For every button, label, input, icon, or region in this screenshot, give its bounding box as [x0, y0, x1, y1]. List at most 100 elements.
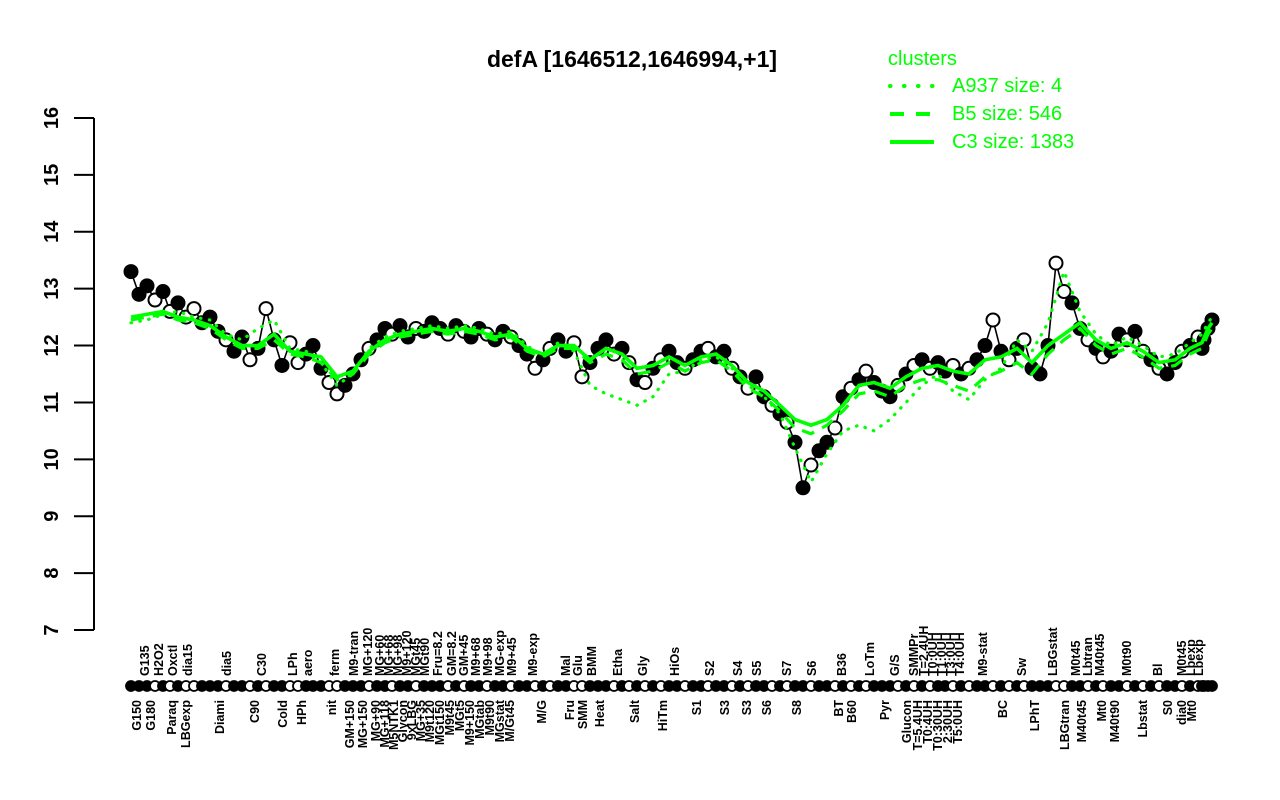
x-label: M/G — [535, 700, 549, 724]
svg-text:7: 7 — [41, 624, 63, 635]
data-point — [985, 312, 1001, 328]
x-label: B60 — [845, 700, 859, 723]
cluster-curve-c3 — [130, 309, 1214, 428]
x-label: LBGstat — [1046, 627, 1060, 676]
x-label: dia5 — [220, 651, 234, 676]
x-label: MG+90 — [369, 700, 383, 741]
data-point — [1159, 366, 1175, 382]
x-label: M9+45 — [505, 637, 519, 676]
legend-label-a937: A937 size: 4 — [952, 74, 1063, 97]
cluster-curve-a937 — [129, 266, 1214, 486]
x-label: MGt45 — [409, 638, 423, 676]
x-label: 2:30UH — [941, 700, 955, 743]
x-label: Mal — [559, 655, 573, 676]
solid-line-icon — [890, 140, 934, 144]
x-label: dia0 — [1175, 700, 1189, 725]
data-point — [258, 301, 274, 317]
x-label: Lbstat — [1136, 699, 1150, 737]
data-point — [202, 309, 218, 325]
x-label: S4 — [731, 661, 745, 676]
legend-item-c3: C3 size: 1383 — [888, 128, 1074, 156]
x-label: HiTm — [656, 700, 670, 731]
data-point — [123, 264, 139, 280]
x-label: S3 — [718, 700, 732, 715]
data-point — [186, 301, 202, 317]
x-label: GM+45 — [457, 635, 471, 676]
x-label: HiOs — [668, 647, 682, 676]
data-point — [321, 375, 337, 391]
x-label: Pyr — [878, 700, 892, 720]
x-label: M40t45 — [1075, 700, 1089, 742]
x-label: M9-exp — [526, 633, 540, 676]
x-label: S6 — [760, 700, 774, 715]
strip-point — [1206, 680, 1218, 692]
x-label: Cold — [276, 700, 290, 728]
x-label: MG-exp — [493, 630, 507, 676]
svg-text:11: 11 — [41, 392, 63, 413]
data-point — [1056, 284, 1072, 300]
x-label: GM+150 — [343, 700, 357, 748]
svg-text:10: 10 — [41, 448, 63, 470]
x-label: T1:0UH — [935, 632, 949, 676]
cluster-curves — [129, 266, 1214, 486]
x-label: BT — [832, 700, 846, 717]
x-label: SMM — [576, 700, 590, 729]
x-label: Lbexp — [1184, 639, 1198, 676]
x-label: M9-tran — [347, 631, 361, 676]
x-label: aero — [301, 649, 315, 676]
x-label: M5NTK1 — [387, 700, 401, 750]
data-point — [637, 375, 653, 391]
condition-strip — [125, 680, 1218, 692]
x-label: C30 — [255, 653, 269, 676]
x-label: MGt150 — [433, 700, 447, 745]
main-series-points — [123, 255, 1220, 496]
data-point — [803, 457, 819, 473]
x-label: MG+118 — [378, 700, 392, 748]
x-label: GM=8.2 — [445, 631, 459, 676]
x-label: Mt0 — [1185, 700, 1199, 722]
x-label: S7 — [780, 661, 794, 676]
data-point — [598, 332, 614, 348]
x-label: Bl — [1151, 664, 1165, 677]
svg-text:13: 13 — [41, 278, 63, 300]
x-label: Fru — [563, 700, 577, 720]
main-series-line — [130, 262, 1213, 491]
x-label: Gly — [636, 656, 650, 676]
data-point — [1204, 312, 1220, 328]
x-label: M9t45 — [443, 700, 457, 735]
x-label: T4:0UH — [953, 632, 967, 676]
x-label: LPhT — [1028, 700, 1042, 732]
svg-text:9: 9 — [41, 511, 63, 522]
data-point — [1048, 255, 1064, 271]
x-label: G150 — [130, 700, 144, 731]
data-point — [574, 369, 590, 385]
x-label: M0t90 — [1120, 641, 1134, 676]
x-label: T3:0UH — [944, 632, 958, 676]
data-point — [139, 278, 155, 294]
data-point — [795, 480, 811, 496]
x-label: T0:4UH — [921, 700, 935, 744]
x-label: MG+35 — [414, 700, 428, 741]
x-label: Paraq — [165, 700, 179, 735]
data-point — [1127, 323, 1143, 339]
data-point — [337, 377, 353, 393]
x-label: S2 — [703, 661, 717, 676]
x-labels-bottom: G150 G180 Paraq LBGexp Diami C90 Cold HPh nit GM+… — [130, 699, 1199, 751]
x-label: Lbexp — [1192, 639, 1206, 676]
x-label: Fru=8.2 — [431, 631, 445, 676]
x-label: Salt — [628, 699, 642, 723]
x-label: C90 — [248, 700, 262, 723]
x-label: LBGexp — [179, 700, 193, 748]
x-label: M/Gt45 — [503, 700, 517, 742]
data-point — [827, 420, 843, 436]
svg-text:12: 12 — [41, 334, 63, 356]
x-label: Sw — [1015, 658, 1029, 676]
data-point — [274, 357, 290, 373]
legend-header: clusters — [888, 48, 957, 70]
data-point — [155, 284, 171, 300]
x-label: Lbtran — [1081, 637, 1095, 676]
x-label: LoTm — [863, 642, 877, 676]
x-label: HPh — [295, 700, 309, 725]
x-label: G/S — [888, 654, 902, 676]
